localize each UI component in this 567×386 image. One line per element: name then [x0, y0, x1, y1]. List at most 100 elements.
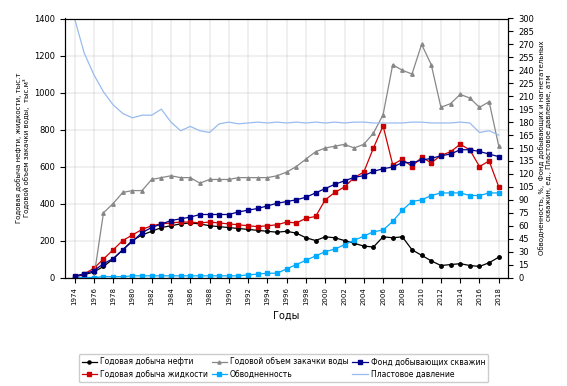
- Фонд добывающих скважин: [216, 212, 223, 217]
- Годовая добыча жидкости: [197, 221, 204, 225]
- Фонд добывающих скважин: [380, 166, 387, 171]
- Годовая добыча нефти: [91, 270, 98, 274]
- Пластовое давление: [100, 90, 107, 94]
- Годовой объем закачки воды: [322, 146, 329, 150]
- Обводненность: [341, 242, 348, 247]
- Годовая добыча жидкости: [245, 223, 252, 228]
- Обводненность: [264, 271, 271, 276]
- Годовая добыча нефти: [81, 273, 87, 277]
- Годовая добыча нефти: [245, 227, 252, 232]
- Обводненность: [467, 193, 473, 198]
- Обводненность: [361, 234, 367, 239]
- Пластовое давление: [284, 121, 290, 125]
- Годовая добыча нефти: [457, 261, 464, 266]
- Фонд добывающих скважин: [149, 225, 155, 230]
- Годовая добыча нефти: [226, 225, 232, 230]
- Фонд добывающих скважин: [409, 161, 416, 165]
- Пластовое давление: [341, 121, 348, 125]
- Годовой объем закачки воды: [303, 157, 310, 161]
- Обводненность: [110, 274, 117, 279]
- Пластовое давление: [370, 121, 377, 125]
- Годовая добыча нефти: [390, 235, 396, 240]
- Годовая добыча нефти: [351, 241, 358, 245]
- Годовой объем закачки воды: [235, 175, 242, 180]
- Фонд добывающих скважин: [81, 272, 87, 276]
- Фонд добывающих скважин: [457, 147, 464, 152]
- Пластовое давление: [255, 120, 261, 124]
- Годовой объем закачки воды: [332, 144, 338, 149]
- Y-axis label: Годовая добыча нефти, жидкости, тыс.т
Годовой объем закачки воды,  тыс.м³: Годовая добыча нефти, жидкости, тыс.т Го…: [15, 73, 30, 223]
- Фонд добывающих скважин: [284, 199, 290, 204]
- Годовой объем закачки воды: [409, 72, 416, 76]
- Годовая добыча жидкости: [409, 164, 416, 169]
- Годовая добыча нефти: [496, 255, 502, 259]
- Годовой объем закачки воды: [486, 100, 493, 104]
- Годовой объем закачки воды: [81, 275, 87, 280]
- Годовая добыча нефти: [100, 264, 107, 269]
- Пластовое давление: [274, 120, 281, 124]
- Годовая добыча нефти: [303, 235, 310, 240]
- Годовой объем закачки воды: [168, 173, 175, 178]
- Годовая добыча нефти: [110, 257, 117, 261]
- Обводненность: [476, 193, 483, 198]
- Пластовое давление: [91, 72, 98, 77]
- Годовой объем закачки воды: [457, 92, 464, 96]
- Обводненность: [100, 274, 107, 279]
- Legend: Годовая добыча нефти, Годовая добыча жидкости, Годовой объем закачки воды, Обвод: Годовая добыча нефти, Годовая добыча жид…: [79, 354, 488, 382]
- Годовой объем закачки воды: [129, 188, 136, 193]
- Годовая добыча нефти: [187, 221, 194, 225]
- Годовая добыча нефти: [197, 222, 204, 226]
- Годовая добыча нефти: [370, 245, 377, 249]
- Годовая добыча жидкости: [486, 159, 493, 163]
- Годовой объем закачки воды: [245, 175, 252, 180]
- Годовой объем закачки воды: [390, 63, 396, 67]
- Фонд добывающих скважин: [390, 165, 396, 169]
- Годовая добыча жидкости: [332, 190, 338, 195]
- Фонд добывающих скважин: [91, 268, 98, 273]
- Годовая добыча жидкости: [341, 185, 348, 189]
- Фонд добывающих скважин: [447, 152, 454, 156]
- Фонд добывающих скважин: [245, 208, 252, 213]
- Годовой объем закачки воды: [380, 112, 387, 117]
- Фонд добывающих скважин: [139, 230, 146, 235]
- Обводненность: [312, 254, 319, 258]
- Годовая добыча жидкости: [399, 157, 406, 161]
- Пластовое давление: [120, 111, 126, 116]
- Годовая добыча жидкости: [293, 221, 300, 225]
- Годовая добыча нефти: [284, 229, 290, 234]
- Годовой объем закачки воды: [226, 177, 232, 182]
- Пластовое давление: [351, 120, 358, 124]
- Пластовое давление: [71, 16, 78, 21]
- Годовая добыча жидкости: [418, 155, 425, 159]
- Обводненность: [399, 208, 406, 213]
- Годовой объем закачки воды: [91, 275, 98, 280]
- Годовая добыча нефти: [235, 226, 242, 231]
- Пластовое давление: [303, 121, 310, 125]
- Фонд добывающих скважин: [293, 198, 300, 202]
- Пластовое давление: [81, 51, 87, 55]
- Фонд добывающих скважин: [370, 169, 377, 174]
- Годовая добыча жидкости: [206, 220, 213, 224]
- Обводненность: [71, 275, 78, 280]
- Фонд добывающих скважин: [332, 182, 338, 186]
- Годовая добыча жидкости: [447, 149, 454, 154]
- Фонд добывающих скважин: [264, 203, 271, 208]
- Годовой объем закачки воды: [438, 105, 445, 110]
- Годовой объем закачки воды: [293, 164, 300, 169]
- Line: Обводненность: Обводненность: [73, 191, 501, 279]
- Годовая добыча жидкости: [120, 238, 126, 243]
- Годовая добыча жидкости: [158, 222, 165, 226]
- Фонд добывающих скважин: [226, 212, 232, 217]
- Обводненность: [81, 275, 87, 280]
- Годовая добыча нефти: [264, 229, 271, 234]
- Обводненность: [235, 274, 242, 278]
- Годовая добыча нефти: [129, 238, 136, 243]
- Годовой объем закачки воды: [418, 42, 425, 47]
- Line: Годовая добыча жидкости: Годовая добыча жидкости: [73, 124, 501, 278]
- Годовой объем закачки воды: [467, 96, 473, 100]
- Пластовое давление: [438, 121, 445, 125]
- Годовая добыча жидкости: [380, 124, 387, 128]
- Фонд добывающих скважин: [322, 186, 329, 191]
- Фонд добывающих скважин: [235, 210, 242, 214]
- Обводненность: [457, 191, 464, 195]
